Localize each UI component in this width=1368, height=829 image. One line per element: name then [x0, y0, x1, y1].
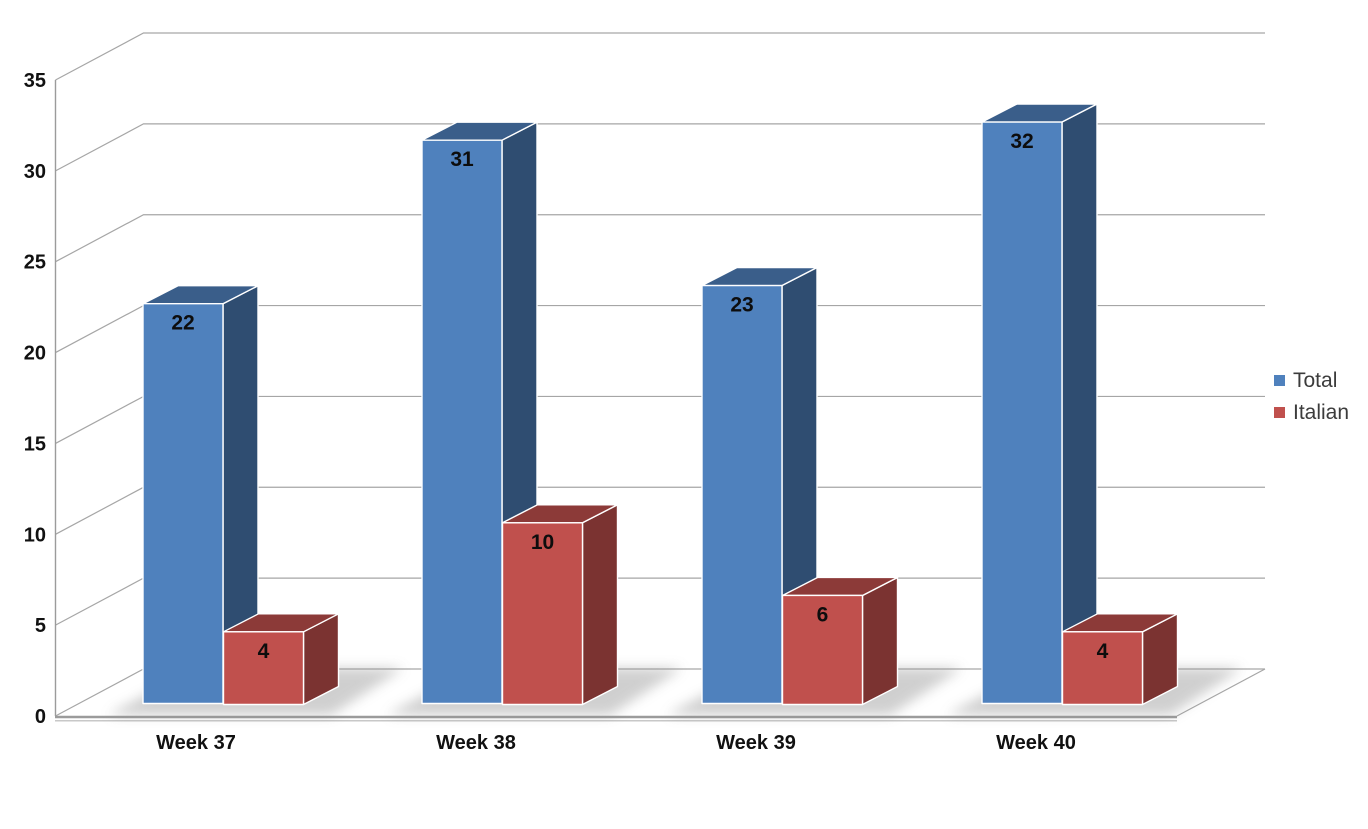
floor-right-edge [1176, 668, 1266, 717]
x-category-label-3: Week 39 [716, 732, 796, 754]
legend-item-italian: Italian [1274, 400, 1349, 425]
bar-total-4-data-label: 32 [1010, 130, 1033, 153]
bar-italian-1-data-label: 4 [258, 640, 270, 663]
bar-total-3-data-label: 23 [730, 294, 753, 317]
y-tick-label-5: 5 [35, 615, 46, 637]
y-tick-label-25: 25 [24, 252, 46, 274]
legend-label-italian: Italian [1293, 401, 1350, 424]
x-category-label-1: Week 37 [156, 732, 236, 754]
bar-total-1-front [142, 303, 224, 705]
bar-italian-2-data-label: 10 [531, 531, 554, 554]
bar-total-3-front [701, 284, 783, 705]
legend-label-total: Total [1293, 369, 1338, 392]
bar-total-4-side [1061, 103, 1098, 705]
gridline-35 [55, 32, 1265, 81]
x-category-label-4: Week 40 [996, 732, 1076, 754]
bar-italian-1-front [222, 631, 305, 706]
bar-italian-3-front [781, 594, 864, 706]
gridline-25 [55, 214, 1265, 263]
y-tick-label-20: 20 [24, 343, 46, 365]
bar-italian-3-side [861, 576, 899, 706]
x-category-label-2: Week 38 [436, 732, 516, 754]
legend-swatch-italian-icon [1274, 407, 1285, 418]
bar-italian-4-front [1061, 631, 1144, 706]
bar-italian-3-data-label: 6 [817, 603, 829, 626]
legend-item-total: Total [1274, 368, 1349, 393]
gridline-30 [55, 123, 1265, 172]
y-tick-label-35: 35 [24, 70, 46, 92]
bar-italian-2-front [501, 522, 584, 706]
bar-total-2-front [421, 139, 503, 705]
bar-italian-4-data-label: 4 [1097, 640, 1109, 663]
bar-total-2-data-label: 31 [450, 148, 474, 171]
y-tick-label-10: 10 [24, 524, 46, 546]
y-tick-label-15: 15 [24, 433, 46, 455]
legend-swatch-total-icon [1274, 375, 1285, 386]
bar-total-1-data-label: 22 [171, 312, 194, 335]
y-tick-label-30: 30 [24, 161, 46, 183]
legend: Total Italian [1274, 368, 1349, 425]
y-tick-label-0: 0 [35, 706, 46, 728]
bar-italian-2-side [581, 504, 619, 706]
bar-total-4-front [981, 121, 1063, 705]
